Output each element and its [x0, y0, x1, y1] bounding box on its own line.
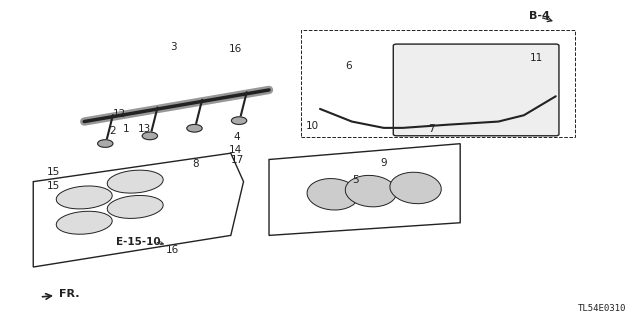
- Text: 2: 2: [109, 126, 116, 136]
- Ellipse shape: [390, 172, 442, 204]
- Text: 7: 7: [428, 124, 435, 135]
- Circle shape: [142, 132, 157, 140]
- Text: 10: 10: [306, 121, 319, 131]
- Text: 16: 16: [166, 245, 179, 255]
- Text: 1: 1: [122, 124, 129, 135]
- Text: 6: 6: [346, 61, 352, 71]
- FancyBboxPatch shape: [394, 44, 559, 136]
- Circle shape: [232, 117, 246, 124]
- Text: 8: 8: [193, 159, 199, 169]
- Text: FR.: FR.: [42, 289, 79, 299]
- Text: 11: 11: [530, 53, 543, 63]
- Text: 4: 4: [234, 132, 241, 142]
- Text: 16: 16: [229, 44, 243, 54]
- Text: 17: 17: [230, 154, 244, 165]
- Text: B-4: B-4: [529, 11, 550, 21]
- Text: TL54E0310: TL54E0310: [577, 304, 626, 313]
- Text: 15: 15: [47, 167, 60, 177]
- Circle shape: [187, 124, 202, 132]
- Text: 12: 12: [113, 109, 126, 119]
- Text: E-15-10: E-15-10: [116, 237, 161, 247]
- Ellipse shape: [56, 186, 112, 209]
- Ellipse shape: [345, 175, 397, 207]
- Ellipse shape: [108, 170, 163, 193]
- Text: 14: 14: [229, 145, 243, 155]
- Ellipse shape: [108, 196, 163, 219]
- Text: 13: 13: [138, 124, 152, 135]
- Text: 3: 3: [170, 42, 177, 52]
- Text: 9: 9: [380, 158, 387, 168]
- Circle shape: [98, 140, 113, 147]
- Bar: [301, 30, 575, 137]
- Text: 5: 5: [352, 175, 358, 185]
- Ellipse shape: [56, 211, 112, 234]
- Text: 15: 15: [47, 182, 60, 191]
- Ellipse shape: [307, 179, 358, 210]
